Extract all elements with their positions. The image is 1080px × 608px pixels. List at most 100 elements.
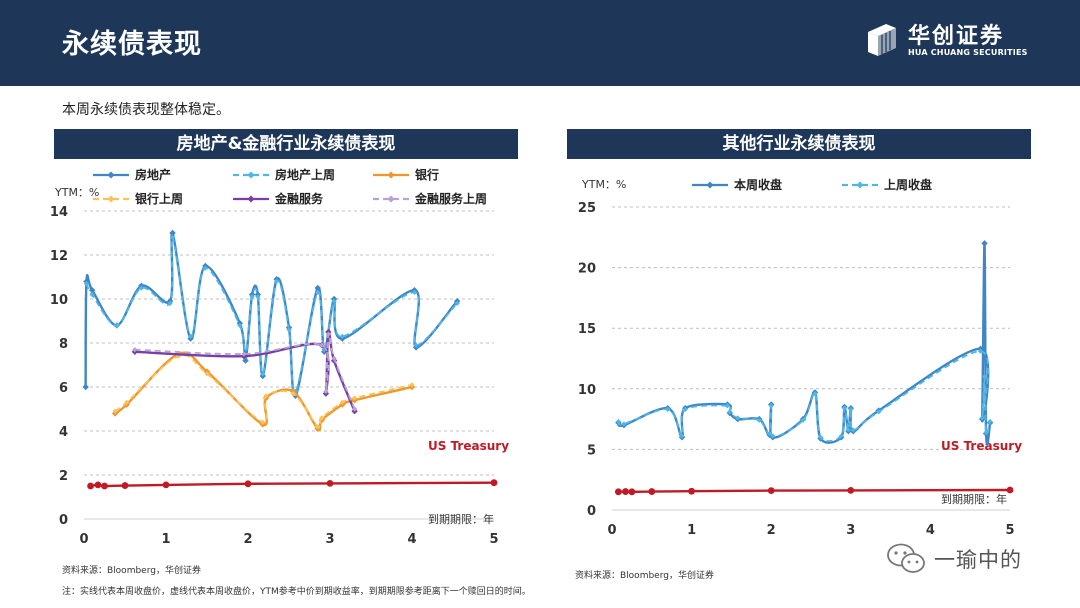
- chart2-data-point: [724, 403, 731, 409]
- chart1-us-treasury-label: US Treasury: [428, 439, 509, 453]
- chart2-x-tick-label: 3: [846, 523, 855, 538]
- chart1-y-tick-label: 6: [59, 381, 68, 396]
- chart2-data-point: [767, 487, 775, 495]
- chart1-data-point: [286, 327, 292, 333]
- chart1-legend-marker: [247, 195, 255, 203]
- chart1-series-line: [114, 351, 413, 432]
- chart2-x-tick-label: 1: [687, 523, 696, 538]
- left-chart-title: 房地产&金融行业永续债表现: [54, 129, 518, 159]
- logo-cube-icon: [868, 24, 896, 56]
- chart2-y-tick-label: 10: [578, 383, 596, 398]
- chart2-data-point: [665, 406, 671, 413]
- brand-logo: 华创证券 HUA CHUANG SECURITIES: [864, 18, 1064, 68]
- chart2-data-point: [812, 391, 818, 397]
- chart2-data-point: [1006, 486, 1014, 494]
- chart2-data-point: [682, 406, 688, 413]
- chart1-data-point: [454, 300, 460, 306]
- chart1-y-tick-label: 0: [59, 513, 68, 528]
- chart1-data-point: [83, 281, 90, 287]
- logo-name-en: HUA CHUANG SECURITIES: [908, 48, 1028, 57]
- chart1-data-point: [413, 342, 419, 348]
- chart1-legend-label: 房地产: [135, 167, 171, 182]
- chart1-data-point: [169, 234, 176, 240]
- chart1-data-point: [325, 331, 331, 337]
- chart2-data-point: [614, 488, 622, 496]
- chart2-y-tick-label: 20: [578, 262, 596, 277]
- chart1-data-point: [175, 353, 181, 359]
- chart2-data-point: [768, 403, 774, 409]
- chart1-data-point: [101, 482, 108, 490]
- chart1-data-point: [260, 371, 266, 377]
- chart2-x-axis-label: 到期期限：年: [941, 492, 1007, 506]
- chart2-data-point: [679, 433, 685, 439]
- chart1-data-point: [87, 482, 94, 490]
- chart1-data-point: [132, 347, 138, 353]
- chart2-data-point: [983, 429, 989, 436]
- chart1-y-tick-label: 4: [59, 425, 68, 440]
- chart1-data-point: [315, 424, 321, 430]
- chart1-data-point: [331, 355, 337, 361]
- chart1-data-point: [94, 481, 102, 489]
- chart1-y-tick-label: 8: [59, 337, 68, 352]
- chart1-x-tick-label: 1: [161, 532, 170, 547]
- chart2-data-point: [845, 427, 852, 433]
- chart2-data-point: [727, 409, 733, 415]
- chart1-data-point: [323, 388, 329, 394]
- chart2-x-tick-label: 5: [1005, 523, 1014, 538]
- chart2-data-point: [688, 487, 695, 495]
- chart2-y-tick-label: 15: [578, 322, 596, 337]
- chart1-legend-marker: [107, 171, 115, 179]
- footnote: 注：实线代表本周收盘价，虚线代表本周收盘价，YTM参考中价到期收益率，到期期限参…: [62, 587, 531, 597]
- chart2-data-point: [648, 488, 656, 495]
- chart2-data-point: [841, 405, 848, 411]
- chart2-data-point: [615, 418, 621, 425]
- chart1-data-point: [202, 265, 208, 271]
- chart1-data-point: [314, 284, 321, 292]
- chart1-data-point: [274, 278, 280, 284]
- chart2-data-point: [981, 240, 988, 247]
- chart1-data-point: [263, 393, 269, 399]
- chart2-data-point: [850, 427, 856, 433]
- chart2-data-point: [800, 417, 806, 423]
- chart2-data-point: [621, 421, 627, 427]
- chart1-data-point: [169, 229, 176, 237]
- chart1-x-axis-label: 到期期限：年: [428, 512, 494, 526]
- chart1-legend-label: 房地产上周: [275, 167, 335, 182]
- chart1-data-point: [339, 399, 345, 405]
- chart1-data-point: [244, 480, 252, 488]
- chart1-legend-marker: [387, 195, 395, 203]
- right-chart-title: 其他行业永续债表现: [567, 129, 1031, 159]
- chart2-x-tick-label: 4: [926, 523, 935, 538]
- chart1-data-point: [204, 371, 210, 377]
- wechat-icon: [887, 543, 925, 573]
- chart1-y-tick-label: 10: [50, 293, 68, 308]
- chart1-y-tick-label: 2: [59, 469, 68, 484]
- chart1-x-tick-label: 2: [243, 532, 252, 547]
- chart1-series-line: [90, 481, 495, 488]
- chart1-data-point: [138, 285, 144, 291]
- chart2-legend-label: 上周收盘: [884, 177, 932, 192]
- chart2-y-tick-label: 0: [587, 504, 596, 519]
- chart1-data-point: [315, 289, 321, 295]
- chart1-data-point: [290, 391, 296, 397]
- page-title: 永续债表现: [62, 29, 202, 60]
- source-left: 资料来源：Bloomberg，华创证券: [62, 566, 201, 576]
- chart1-legend-label: 金融服务: [274, 191, 324, 206]
- chart1-series-line: [114, 354, 413, 429]
- chart2-data-point: [628, 488, 636, 496]
- chart1-data-point: [249, 294, 255, 300]
- chart2-data-point: [981, 374, 988, 380]
- chart1-y-tick-label: 14: [50, 205, 68, 220]
- chart2-data-point: [979, 415, 985, 421]
- chart1-data-point: [352, 406, 358, 412]
- chart2-data-point: [735, 415, 741, 421]
- chart1-data-point: [411, 289, 418, 295]
- chart1-data-point: [124, 399, 130, 405]
- chart1-data-point: [237, 322, 243, 328]
- chart2-data-point: [817, 434, 824, 440]
- chart2-us-treasury-label: US Treasury: [941, 439, 1022, 453]
- watermark-text: 一瑜中的: [934, 548, 1022, 572]
- chart2-legend-marker: [706, 181, 714, 189]
- chart1-data-point: [112, 408, 118, 414]
